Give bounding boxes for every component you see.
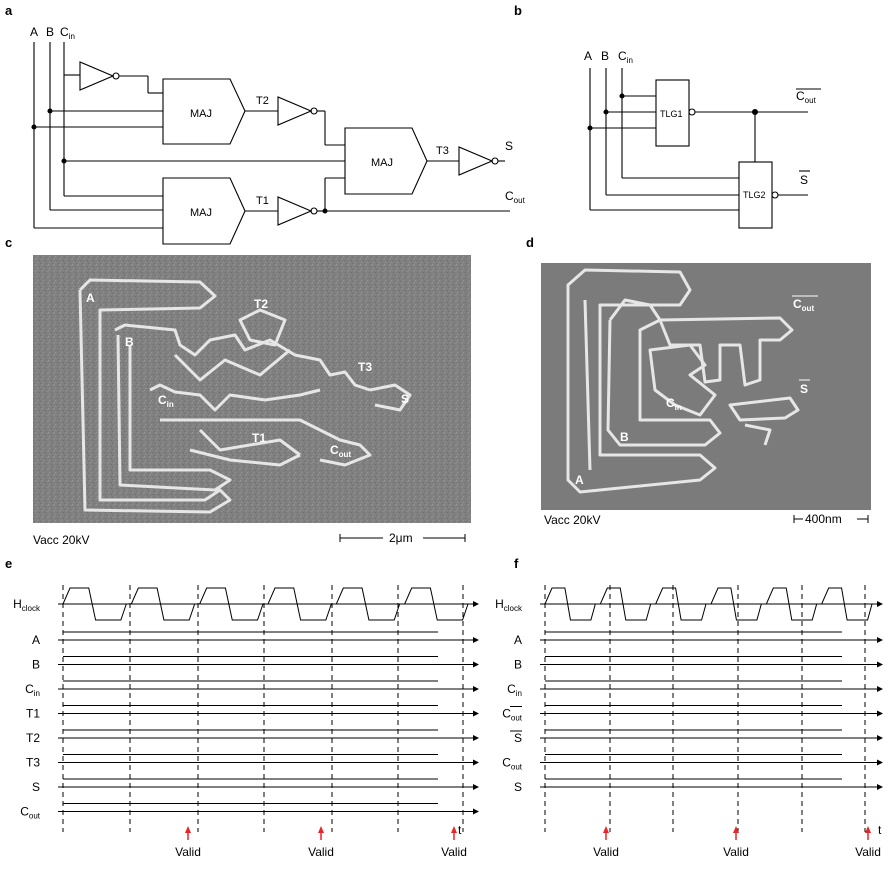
tlg2-label: TLG2 [743,190,766,200]
panel-label-f: f [514,556,519,571]
panel-label-c: c [5,235,12,250]
signal-label: B [514,658,522,672]
b-input-b-label: B [601,49,609,63]
panel-b-circuit: A B Cin TLG1 Cout TLG2 S [584,49,821,229]
signal-label: S [32,780,40,794]
signal-label: Cout [502,756,523,772]
sem-d-label-a: A [575,473,584,487]
valid-label: Valid [308,845,334,859]
signal-label: B [32,658,40,672]
signal-label: Cin [25,682,40,698]
sem-c-label-s: S [401,392,409,406]
sem-d-vacc: Vacc 20kV [544,513,600,527]
t1-label: T1 [256,195,269,207]
valid-arrowhead [733,826,739,833]
sem-c-label-t3: T3 [358,360,372,374]
signal-label: Cout [20,805,41,821]
maj-gate-t2-label: MAJ [190,108,212,120]
t3-label: T3 [436,145,449,157]
signal-label: Cin [507,682,522,698]
hclock-label: Hclock [495,597,523,613]
maj-gate-t1-label: MAJ [190,207,212,219]
t-axis-label: t [878,823,882,837]
timing-diagram-f: Hclock AB Cin Cout S Cout S Valid Valid Valid t [495,585,883,859]
sem-c-label-cin: Cin [158,393,174,409]
sem-image-d: A B Cin Cout S Vacc 20kV 400nm [541,263,871,527]
valid-arrowhead [451,826,457,833]
sem-d-label-cin: Cin [666,396,682,412]
sem-d-label-s: S [800,382,808,396]
input-a-label: A [30,25,38,39]
valid-label: Valid [723,845,749,859]
panel-label-b: b [514,3,522,18]
valid-label: Valid [441,845,467,859]
b-input-a-label: A [584,49,592,63]
valid-arrowhead [318,826,324,833]
sem-image-c: A B Cin T2 T3 S T1 Cout Vacc 20kV 2μm [33,255,471,547]
timing-diagram-e: Hclock AB Cin T1 T2 T3 S Cout Valid Valid Valid t [13,585,479,859]
maj-gate-t3-label: MAJ [371,157,393,169]
valid-label: Valid [855,845,881,859]
sem-d-label-cout: Cout [793,297,814,313]
valid-arrowhead [185,826,191,833]
signal-label: T3 [26,756,40,770]
sem-c-label-t2: T2 [254,297,268,311]
sem-c-label-cout: Cout [330,443,351,459]
panel-label-a: a [5,3,13,18]
valid-label: Valid [175,845,201,859]
signal-label: A [514,633,522,647]
tlg1-label: TLG1 [660,109,683,119]
signal-label: T1 [26,707,40,721]
t-axis-label: t [458,823,462,837]
valid-arrowhead [865,826,871,833]
sem-c-label-a: A [86,291,95,305]
hclock-label: Hclock [13,597,41,613]
s-bar-label: S [800,173,808,187]
sem-d-label-b: B [620,430,629,444]
hclock-waveform [58,587,469,621]
input-cin-label: Cin [60,25,75,41]
valid-label: Valid [593,845,619,859]
cout-output-label: Cout [505,189,526,205]
sem-c-wires [78,278,412,514]
hclock-waveform [540,587,873,621]
t2-label: T2 [256,95,269,107]
panel-label-d: d [526,235,534,250]
signal-label: S [514,731,522,745]
input-b-label: B [46,25,54,39]
b-input-cin-label: Cin [618,49,633,65]
signal-label: S [514,780,522,794]
signal-label: A [32,633,40,647]
valid-arrowhead [603,826,609,833]
signal-label: T2 [26,731,40,745]
sem-c-label-t1: T1 [252,431,266,445]
sem-c-scale-label: 2μm [389,531,413,545]
sem-c-vacc: Vacc 20kV [33,533,89,547]
sem-d-wires [566,268,800,494]
panel-a-circuit: A B Cin MAJ T2 MAJ T3 [30,25,526,245]
signal-label: Cout [502,707,523,723]
cout-bar-label: Cout [796,89,817,105]
sem-c-label-b: B [125,335,134,349]
sem-d-scale-label: 400nm [805,512,842,526]
s-output-label: S [505,139,513,153]
panel-label-e: e [5,556,12,571]
